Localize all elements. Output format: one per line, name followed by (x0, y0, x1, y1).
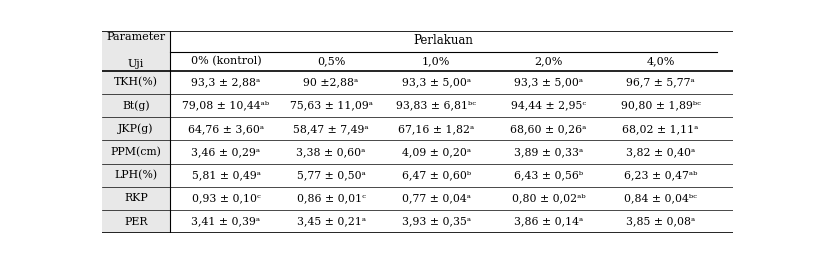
Text: 58,47 ± 7,49ᵃ: 58,47 ± 7,49ᵃ (293, 124, 369, 134)
Text: 75,63 ± 11,09ᵃ: 75,63 ± 11,09ᵃ (290, 101, 373, 111)
Text: PPM(cm): PPM(cm) (111, 147, 161, 157)
Text: 67,16 ± 1,82ᵃ: 67,16 ± 1,82ᵃ (398, 124, 475, 134)
Text: 93,83 ± 6,81ᵇᶜ: 93,83 ± 6,81ᵇᶜ (396, 101, 476, 111)
Text: 0% (kontrol): 0% (kontrol) (190, 56, 261, 67)
Text: 5,81 ± 0,49ᵃ: 5,81 ± 0,49ᵃ (191, 170, 260, 180)
Text: 0,84 ± 0,04ᵇᶜ: 0,84 ± 0,04ᵇᶜ (624, 193, 697, 203)
Text: 5,77 ± 0,50ᵃ: 5,77 ± 0,50ᵃ (296, 170, 365, 180)
Text: 0,5%: 0,5% (317, 56, 345, 66)
Text: 6,43 ± 0,56ᵇ: 6,43 ± 0,56ᵇ (514, 170, 583, 180)
Text: 68,60 ± 0,26ᵃ: 68,60 ± 0,26ᵃ (510, 124, 587, 134)
Text: 68,02 ± 1,11ᵃ: 68,02 ± 1,11ᵃ (623, 124, 699, 134)
Text: 2,0%: 2,0% (534, 56, 562, 66)
Text: 79,08 ± 10,44ᵃᵇ: 79,08 ± 10,44ᵃᵇ (182, 101, 269, 111)
Text: 0,80 ± 0,02ᵃᵇ: 0,80 ± 0,02ᵃᵇ (511, 193, 585, 203)
Text: 90,80 ± 1,89ᵇᶜ: 90,80 ± 1,89ᵇᶜ (621, 101, 701, 111)
Text: 3,41 ± 0,39ᵃ: 3,41 ± 0,39ᵃ (191, 217, 260, 227)
Text: JKP(g): JKP(g) (118, 123, 154, 134)
Text: Uji: Uji (128, 59, 144, 69)
Text: RKP: RKP (124, 193, 147, 203)
Text: 93,3 ± 5,00ᵃ: 93,3 ± 5,00ᵃ (401, 77, 470, 88)
Text: 96,7 ± 5,77ᵃ: 96,7 ± 5,77ᵃ (626, 77, 695, 88)
Text: 3,82 ± 0,40ᵃ: 3,82 ± 0,40ᵃ (626, 147, 695, 157)
Text: 0,77 ± 0,04ᵃ: 0,77 ± 0,04ᵃ (401, 193, 470, 203)
Text: 3,46 ± 0,29ᵃ: 3,46 ± 0,29ᵃ (191, 147, 260, 157)
Text: PER: PER (124, 217, 147, 227)
Text: 93,3 ± 5,00ᵃ: 93,3 ± 5,00ᵃ (514, 77, 583, 88)
Text: 3,38 ± 0,60ᵃ: 3,38 ± 0,60ᵃ (296, 147, 365, 157)
Text: 64,76 ± 3,60ᵃ: 64,76 ± 3,60ᵃ (188, 124, 264, 134)
Text: 3,89 ± 0,33ᵃ: 3,89 ± 0,33ᵃ (514, 147, 583, 157)
Text: 93,3 ± 2,88ᵃ: 93,3 ± 2,88ᵃ (191, 77, 260, 88)
Text: 94,44 ± 2,95ᶜ: 94,44 ± 2,95ᶜ (511, 101, 586, 111)
Text: 3,85 ± 0,08ᵃ: 3,85 ± 0,08ᵃ (626, 217, 695, 227)
Bar (102, 31, 170, 233)
Text: TKH(%): TKH(%) (114, 77, 158, 88)
Text: 6,23 ± 0,47ᵃᵇ: 6,23 ± 0,47ᵃᵇ (624, 170, 698, 180)
Text: 6,47 ± 0,60ᵇ: 6,47 ± 0,60ᵇ (401, 170, 470, 180)
Text: 0,86 ± 0,01ᶜ: 0,86 ± 0,01ᶜ (296, 193, 365, 203)
Text: 3,93 ± 0,35ᵃ: 3,93 ± 0,35ᵃ (401, 217, 470, 227)
Text: 90 ±2,88ᵃ: 90 ±2,88ᵃ (304, 77, 359, 88)
Text: 4,09 ± 0,20ᵃ: 4,09 ± 0,20ᵃ (401, 147, 470, 157)
Text: Perlakuan: Perlakuan (414, 34, 473, 47)
Text: 3,45 ± 0,21ᵃ: 3,45 ± 0,21ᵃ (296, 217, 365, 227)
Text: Parameter: Parameter (107, 31, 165, 42)
Text: Bt(g): Bt(g) (122, 100, 150, 111)
Text: 0,93 ± 0,10ᶜ: 0,93 ± 0,10ᶜ (191, 193, 260, 203)
Text: 1,0%: 1,0% (422, 56, 450, 66)
Text: 4,0%: 4,0% (646, 56, 675, 66)
Text: LPH(%): LPH(%) (114, 170, 157, 180)
Text: 3,86 ± 0,14ᵃ: 3,86 ± 0,14ᵃ (514, 217, 583, 227)
